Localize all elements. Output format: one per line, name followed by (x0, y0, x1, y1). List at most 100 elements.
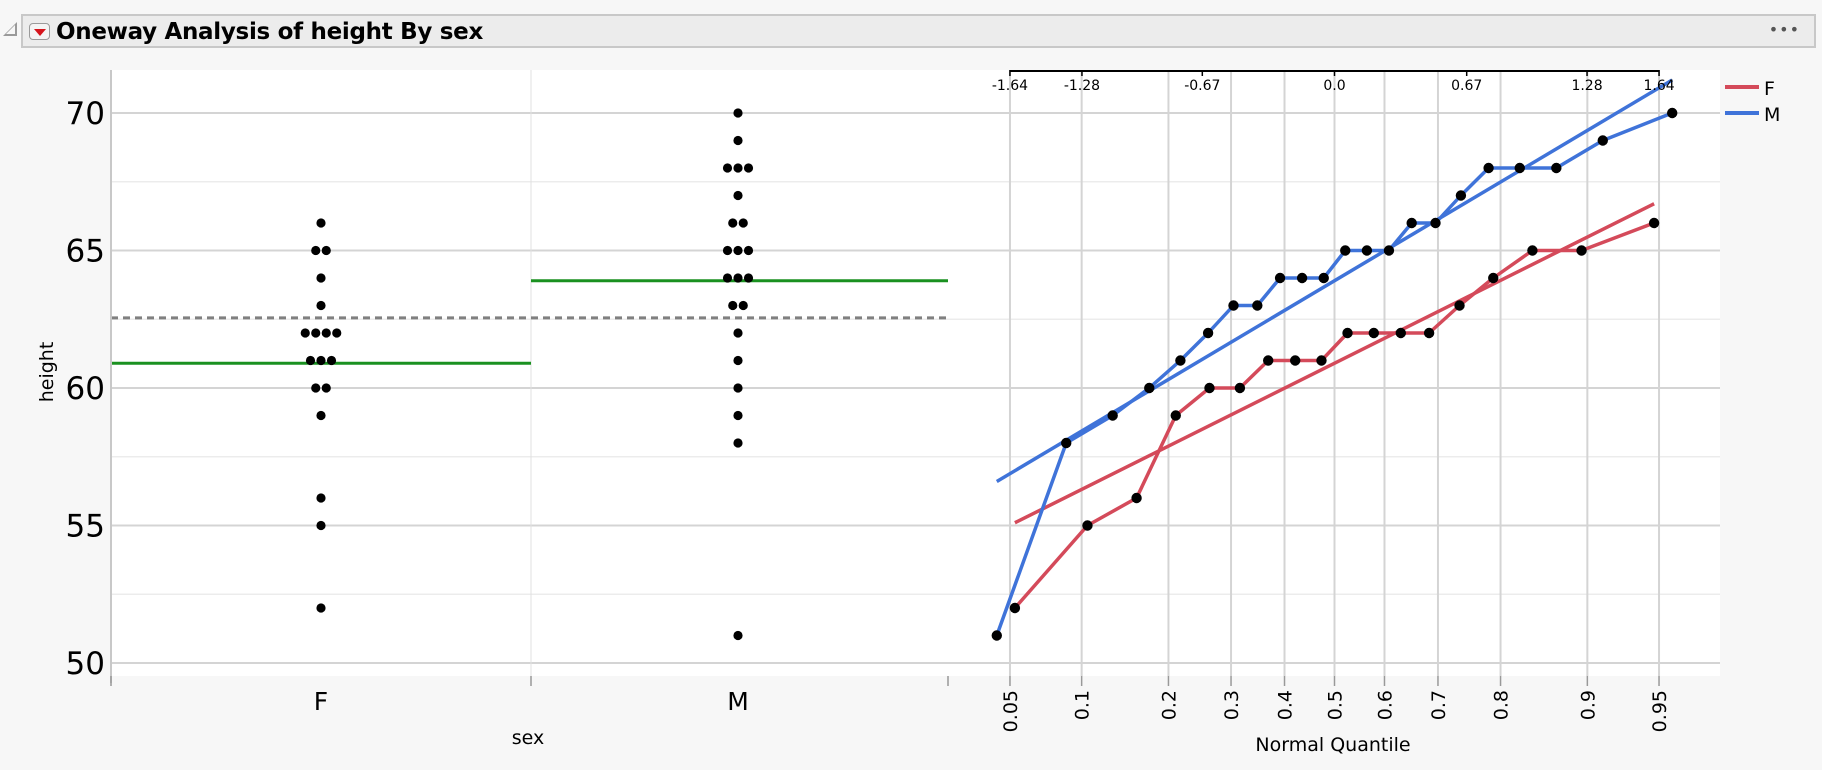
quantile-point (1274, 272, 1286, 284)
data-point (722, 245, 733, 256)
y-tick-label: 60 (66, 371, 105, 407)
y-axis-label: height (36, 342, 58, 403)
nq-bottom-tick-label: 0.9 (1577, 690, 1599, 720)
nq-top-tick-label: 0.67 (1451, 78, 1482, 94)
nq-bottom-tick-label: 0.7 (1428, 690, 1450, 720)
data-point (326, 355, 337, 366)
legend-label-f[interactable]: F (1764, 78, 1775, 100)
quantile-point (1228, 300, 1239, 311)
x-axis-label: sex (512, 727, 545, 749)
quantile-point (1107, 410, 1118, 421)
quantile-point (1234, 382, 1246, 394)
quantile-point (1009, 602, 1021, 614)
x-tick-label: M (727, 687, 749, 716)
y-tick-label: 50 (66, 646, 105, 682)
data-point (738, 300, 748, 311)
quantile-point (1204, 382, 1215, 394)
quantile-point (1454, 300, 1465, 311)
data-point (316, 355, 326, 366)
data-point (300, 328, 310, 338)
quantile-point (1262, 355, 1274, 366)
data-point (743, 163, 754, 173)
data-point (733, 383, 743, 393)
quantile-point (1483, 162, 1494, 174)
quantile-point (1175, 355, 1186, 366)
normal-quantile-axis-label: Normal Quantile (1255, 734, 1410, 756)
data-point (311, 245, 321, 256)
quantile-point (1368, 327, 1380, 339)
axes: 50 55 60 65 70 F M 0.05 0.1 0.2 0.3 0.4 0.5 0.6 0.7 0.8… (66, 70, 1675, 732)
quantile-point (1082, 520, 1093, 531)
report-header: Oneway Analysis of height By sex ••• (21, 14, 1816, 48)
data-point (733, 438, 743, 448)
y-tick-label: 65 (66, 234, 105, 270)
data-point (321, 328, 331, 338)
quantile-point (1395, 327, 1407, 339)
quantile-point (1202, 327, 1214, 339)
data-point (321, 383, 331, 393)
data-point (722, 273, 733, 283)
quantile-point (1597, 135, 1608, 146)
quantile-point (991, 630, 1002, 641)
more-options-icon[interactable]: ••• (1768, 20, 1800, 39)
quantile-point (1406, 217, 1417, 229)
fit-line-f (1014, 202, 1655, 525)
nq-top-tick-label: 0.0 (1323, 78, 1345, 94)
data-point (316, 520, 326, 531)
nq-bottom-tick-label: 0.8 (1491, 690, 1513, 720)
quantile-point (1423, 327, 1435, 339)
data-point (743, 245, 754, 256)
data-point (733, 355, 743, 366)
nq-top-tick-label: -0.67 (1184, 78, 1220, 94)
quantile-point (1296, 272, 1308, 284)
data-point (316, 273, 326, 283)
quantile-point (1383, 245, 1395, 256)
quantile-point (1252, 300, 1263, 311)
quantile-point (1318, 272, 1329, 284)
data-point (733, 108, 743, 118)
quantile-point (1551, 162, 1562, 174)
data-point (316, 300, 326, 311)
nq-bottom-tick-label: 0.6 (1374, 690, 1396, 720)
data-point (728, 300, 738, 311)
data-point (733, 190, 743, 201)
legend: F M (1725, 78, 1780, 126)
x-tick-label: F (314, 687, 328, 716)
nq-bottom-tick-label: 0.95 (1649, 690, 1671, 732)
quantile-point (1488, 272, 1499, 284)
outline-disclosure-icon[interactable] (3, 22, 17, 36)
normal-quantile-plot (991, 78, 1678, 641)
nq-top-tick-label: 1.64 (1643, 78, 1674, 94)
data-point (722, 163, 733, 173)
nq-bottom-tick-label: 0.4 (1275, 690, 1297, 720)
y-tick-label: 70 (66, 96, 105, 132)
data-point (305, 355, 316, 366)
data-point (733, 328, 743, 338)
nq-bottom-tick-label: 0.2 (1158, 690, 1180, 720)
data-point (332, 328, 342, 338)
quantile-point (1527, 245, 1538, 256)
data-point (733, 273, 743, 283)
quantile-point (1361, 245, 1373, 256)
quantile-point (1289, 355, 1301, 366)
legend-label-m[interactable]: M (1764, 104, 1780, 126)
data-point (733, 410, 743, 421)
quantile-point (1131, 492, 1142, 504)
data-point (316, 603, 326, 613)
data-point (743, 273, 754, 283)
nq-bottom-tick-label: 0.05 (1000, 690, 1022, 732)
quantile-point (1576, 245, 1587, 256)
data-point (738, 218, 748, 228)
quantile-line-m (995, 111, 1673, 637)
data-point (733, 163, 743, 173)
oneway-plot (111, 108, 948, 641)
data-point (316, 410, 326, 421)
quantile-point (1514, 162, 1525, 174)
data-point (316, 493, 326, 503)
quantile-point (1061, 437, 1072, 449)
quantile-point (1648, 217, 1660, 229)
red-triangle-menu-icon[interactable] (29, 23, 50, 40)
quantile-point (1170, 410, 1181, 421)
quantile-point (1316, 355, 1327, 366)
